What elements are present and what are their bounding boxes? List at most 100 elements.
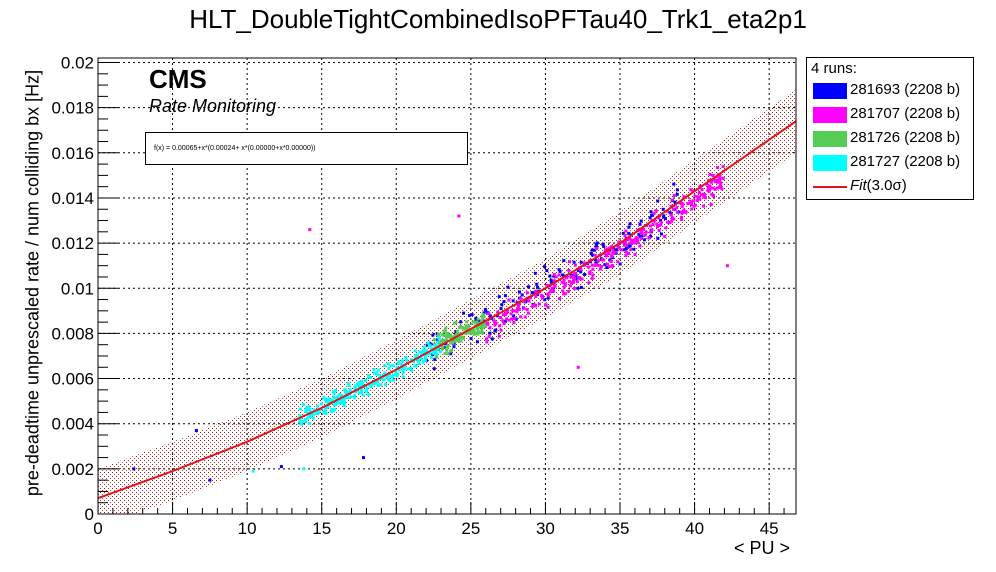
data-point-3 — [371, 382, 375, 386]
data-point-3 — [343, 387, 347, 391]
data-point-3 — [376, 384, 380, 388]
data-point-1 — [568, 260, 571, 264]
data-point-3 — [422, 345, 426, 349]
data-point-2 — [434, 355, 438, 359]
legend-entry-281707: 281707 (2208 b) — [807, 104, 975, 126]
data-point-3 — [378, 373, 382, 377]
data-point-1 — [697, 191, 701, 195]
data-point-1 — [702, 204, 705, 208]
data-point-2 — [459, 339, 463, 343]
data-point-3 — [334, 388, 337, 392]
data-point-3 — [367, 374, 371, 377]
data-point-2 — [476, 328, 480, 332]
data-point-0 — [659, 232, 663, 236]
outlier-point-0 — [194, 429, 198, 432]
data-point-3 — [361, 382, 365, 386]
data-point-0 — [614, 248, 618, 252]
data-point-0 — [543, 298, 547, 302]
data-point-1 — [682, 195, 686, 199]
legend-entry-281727: 281727 (2208 b) — [807, 152, 975, 174]
data-point-1 — [573, 272, 577, 276]
data-point-3 — [301, 403, 305, 407]
data-point-0 — [594, 244, 598, 248]
data-point-1 — [708, 184, 712, 188]
data-point-3 — [377, 368, 381, 372]
data-point-1 — [525, 308, 529, 312]
data-point-1 — [715, 179, 719, 182]
data-point-1 — [659, 223, 663, 227]
data-point-1 — [605, 254, 609, 258]
data-point-0 — [557, 268, 561, 272]
data-point-1 — [487, 312, 491, 316]
data-point-1 — [699, 193, 703, 197]
data-point-1 — [686, 202, 690, 206]
data-point-3 — [421, 360, 425, 364]
data-point-2 — [456, 332, 460, 336]
x-tick-label: 30 — [536, 519, 555, 538]
x-tick-label: 10 — [238, 519, 257, 538]
outlier-point-3 — [302, 467, 306, 471]
data-point-2 — [449, 336, 453, 340]
data-point-0 — [662, 215, 666, 219]
data-point-0 — [572, 260, 576, 264]
data-point-2 — [476, 322, 480, 325]
data-point-1 — [501, 319, 505, 323]
data-point-1 — [515, 310, 519, 314]
data-point-3 — [348, 388, 352, 392]
data-point-2 — [446, 344, 450, 348]
data-point-3 — [323, 409, 326, 413]
data-point-0 — [432, 367, 436, 371]
data-point-3 — [397, 360, 401, 364]
data-point-0 — [590, 248, 594, 252]
fit-formula-box: f(x) = 0.00065+x*(0.00024+ x*(0.00000+x*… — [145, 132, 468, 165]
data-point-1 — [485, 340, 489, 344]
data-point-3 — [330, 407, 334, 411]
data-point-3 — [409, 367, 412, 371]
data-point-3 — [303, 419, 307, 423]
data-point-3 — [396, 372, 399, 376]
data-point-3 — [421, 359, 425, 363]
data-point-0 — [643, 238, 646, 242]
outlier-point-0 — [362, 456, 365, 460]
data-point-1 — [629, 248, 633, 252]
data-point-1 — [682, 208, 686, 212]
data-point-0 — [443, 345, 447, 349]
data-point-1 — [544, 303, 548, 307]
data-point-3 — [365, 386, 369, 390]
data-point-1 — [715, 186, 719, 190]
data-point-0 — [449, 352, 453, 356]
data-point-1 — [706, 187, 710, 191]
data-point-3 — [384, 383, 388, 386]
data-point-3 — [379, 383, 383, 387]
data-point-3 — [406, 367, 410, 371]
data-point-3 — [367, 393, 371, 397]
data-point-3 — [436, 340, 440, 344]
data-point-3 — [355, 382, 359, 386]
data-point-1 — [499, 328, 503, 332]
data-point-0 — [576, 269, 580, 272]
data-point-3 — [332, 403, 336, 407]
data-point-3 — [428, 344, 432, 348]
data-point-1 — [590, 263, 594, 267]
data-point-3 — [342, 402, 346, 406]
data-point-2 — [471, 320, 475, 324]
data-point-1 — [567, 279, 571, 283]
data-point-1 — [611, 251, 615, 255]
data-point-0 — [603, 263, 607, 267]
data-point-1 — [610, 264, 614, 268]
data-point-1 — [580, 277, 584, 281]
data-point-1 — [675, 206, 679, 210]
data-point-2 — [476, 332, 480, 336]
data-point-3 — [413, 364, 417, 368]
x-tick-label: 5 — [168, 519, 177, 538]
data-point-1 — [523, 315, 527, 319]
data-point-1 — [617, 246, 621, 250]
data-point-0 — [673, 200, 677, 204]
data-point-0 — [532, 291, 536, 295]
data-point-3 — [298, 414, 302, 418]
data-point-0 — [649, 234, 653, 238]
data-point-1 — [554, 275, 558, 279]
legend-label: 281726 (2208 b) — [850, 129, 961, 146]
data-point-0 — [549, 278, 553, 282]
data-point-2 — [439, 339, 443, 343]
